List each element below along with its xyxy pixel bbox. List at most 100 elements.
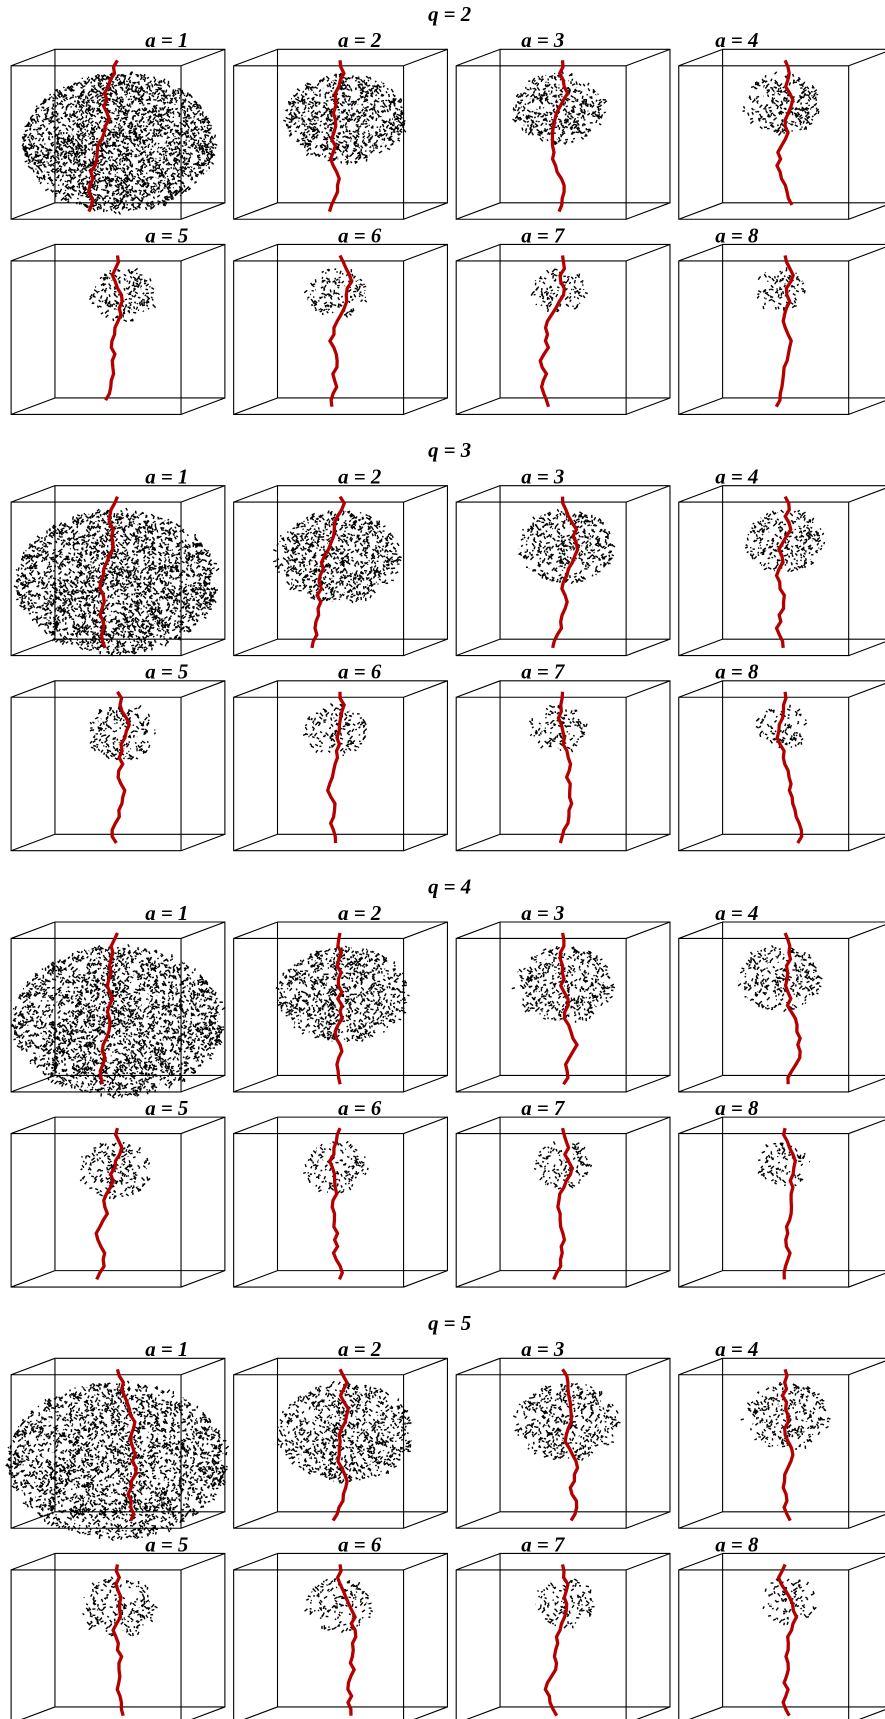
backbone bbox=[335, 933, 342, 1084]
cluster bbox=[273, 511, 401, 604]
panel-label: a = 7 bbox=[521, 223, 566, 247]
panel bbox=[456, 1553, 670, 1719]
panel bbox=[456, 1117, 670, 1287]
cluster bbox=[513, 1383, 620, 1460]
panel-label: a = 4 bbox=[715, 1337, 758, 1361]
box-frame bbox=[679, 681, 885, 851]
panel bbox=[11, 244, 225, 414]
group-title: q = 2 bbox=[428, 2, 471, 26]
panel bbox=[679, 486, 885, 656]
cluster bbox=[277, 1381, 411, 1483]
backbone bbox=[558, 692, 571, 843]
cluster bbox=[757, 267, 805, 311]
box-frame bbox=[679, 1553, 885, 1719]
panel bbox=[234, 244, 448, 414]
cluster bbox=[283, 73, 405, 165]
panel bbox=[234, 486, 448, 656]
panel bbox=[456, 922, 670, 1092]
box-frame bbox=[456, 681, 670, 851]
panel bbox=[234, 1117, 448, 1287]
panel bbox=[679, 49, 885, 219]
panel-label: a = 6 bbox=[338, 1532, 382, 1556]
panel-label: a = 4 bbox=[715, 28, 758, 52]
backbone bbox=[552, 60, 567, 211]
panel-label: a = 7 bbox=[521, 660, 566, 684]
box-frame bbox=[456, 1117, 670, 1287]
group-title: q = 5 bbox=[428, 1311, 471, 1335]
cluster bbox=[303, 703, 367, 755]
backbone bbox=[784, 1128, 796, 1279]
panel-label: a = 8 bbox=[715, 1096, 759, 1120]
page: {"figure": {"groups": [ {"title": "q = 2… bbox=[0, 0, 885, 1719]
panel-label: a = 5 bbox=[145, 660, 188, 684]
panel bbox=[11, 681, 225, 851]
cluster bbox=[22, 72, 217, 215]
panel-label: a = 6 bbox=[338, 660, 382, 684]
panel-label: a = 8 bbox=[715, 223, 759, 247]
cluster bbox=[529, 705, 587, 752]
cluster bbox=[743, 72, 819, 136]
panel-label: a = 2 bbox=[338, 901, 381, 925]
box-frame bbox=[234, 681, 448, 851]
cluster bbox=[763, 1579, 816, 1625]
panel-label: a = 1 bbox=[145, 464, 188, 488]
panel bbox=[234, 1553, 448, 1719]
cluster bbox=[758, 1143, 810, 1186]
panel-label: a = 2 bbox=[338, 464, 381, 488]
panel bbox=[11, 1553, 225, 1719]
panel bbox=[679, 244, 885, 414]
panel bbox=[456, 486, 670, 656]
panel bbox=[234, 49, 448, 219]
cluster bbox=[80, 1142, 150, 1199]
panel bbox=[456, 1358, 670, 1528]
backbone bbox=[96, 1128, 122, 1279]
panel-label: a = 7 bbox=[521, 1532, 566, 1556]
panel-label: a = 4 bbox=[715, 901, 758, 925]
panel bbox=[456, 49, 670, 219]
box-frame bbox=[234, 1553, 448, 1719]
box-frame bbox=[234, 1117, 448, 1287]
panel bbox=[11, 49, 225, 219]
panel bbox=[456, 681, 670, 851]
panel-label: a = 8 bbox=[715, 1532, 759, 1556]
panel-label: a = 3 bbox=[521, 28, 564, 52]
panel bbox=[679, 1358, 885, 1528]
backbone bbox=[779, 1564, 797, 1715]
panel-label: a = 3 bbox=[521, 1337, 564, 1361]
panel-label: a = 5 bbox=[145, 223, 188, 247]
panel-label: a = 5 bbox=[145, 1096, 188, 1120]
cluster bbox=[756, 705, 807, 748]
panel-label: a = 1 bbox=[145, 28, 188, 52]
cluster bbox=[304, 268, 366, 317]
panel bbox=[11, 486, 225, 656]
backbone bbox=[338, 1564, 356, 1715]
cluster bbox=[534, 1141, 591, 1188]
panel-label: a = 4 bbox=[715, 464, 758, 488]
cluster bbox=[276, 945, 410, 1043]
panel bbox=[11, 922, 225, 1098]
panel bbox=[234, 681, 448, 851]
panel bbox=[679, 1117, 885, 1287]
panel-label: a = 3 bbox=[521, 464, 564, 488]
backbone bbox=[553, 497, 578, 648]
group-title: q = 3 bbox=[428, 438, 471, 462]
box-frame bbox=[11, 681, 225, 851]
panel-label: a = 3 bbox=[521, 901, 564, 925]
backbone bbox=[563, 1369, 578, 1520]
panel-label: a = 7 bbox=[521, 1096, 566, 1120]
panel bbox=[679, 681, 885, 851]
group-title: q = 4 bbox=[428, 874, 471, 898]
panel-label: a = 8 bbox=[715, 660, 759, 684]
panel-label: a = 1 bbox=[145, 1337, 188, 1361]
cluster bbox=[14, 508, 219, 656]
cluster bbox=[6, 1381, 229, 1541]
panel bbox=[234, 922, 448, 1092]
backbone bbox=[112, 692, 129, 843]
box-frame bbox=[234, 244, 448, 414]
box-frame bbox=[679, 922, 885, 1092]
panel bbox=[234, 1358, 448, 1528]
panel-label: a = 6 bbox=[338, 223, 382, 247]
cluster bbox=[738, 945, 822, 1011]
panel bbox=[456, 244, 670, 414]
panel bbox=[679, 1553, 885, 1719]
